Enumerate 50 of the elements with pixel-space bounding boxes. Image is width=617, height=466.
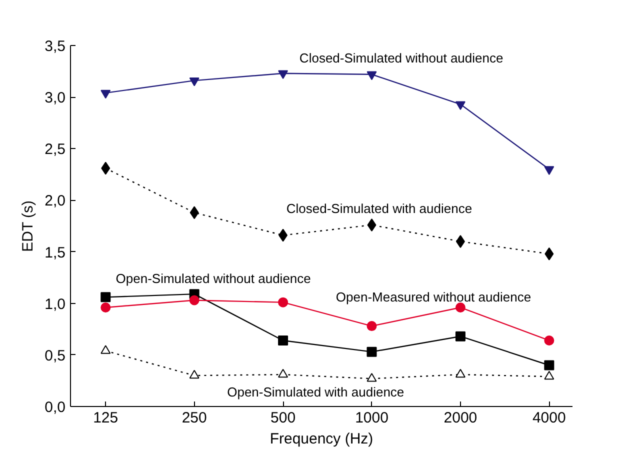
y-axis-title: EDT (s) <box>20 200 37 252</box>
series-label: Closed-Simulated without audience <box>299 50 504 66</box>
point <box>366 71 377 80</box>
x-tick-label: 250 <box>182 410 207 426</box>
point <box>544 370 554 380</box>
point <box>189 295 200 306</box>
series-label: Open-Simulated with audience <box>227 384 404 400</box>
y-tick-label: 1,5 <box>44 244 66 262</box>
y-tick-label: 2,0 <box>44 192 66 210</box>
point <box>100 90 111 99</box>
point <box>100 302 111 312</box>
y-tick-label: 1,0 <box>44 296 66 313</box>
point <box>455 368 466 378</box>
point <box>544 360 554 370</box>
point <box>455 331 466 342</box>
point <box>190 206 199 220</box>
y-tick-label: 2,5 <box>44 141 66 158</box>
point <box>544 335 554 346</box>
point <box>544 247 554 260</box>
point <box>278 368 288 378</box>
x-tick-label: 2000 <box>444 410 478 426</box>
point <box>278 335 288 346</box>
point <box>100 292 111 302</box>
point <box>100 345 111 354</box>
point <box>278 70 288 80</box>
point <box>189 370 200 379</box>
point <box>366 346 377 357</box>
point <box>278 228 288 242</box>
series-label: Closed-Simulated with audience <box>286 200 472 216</box>
series-label: Open-Measured without audience <box>336 290 532 305</box>
point <box>544 166 554 175</box>
point <box>366 321 377 332</box>
y-tick-label: 3,5 <box>44 38 66 55</box>
x-tick-label: 125 <box>93 410 118 426</box>
x-tick-label: 1000 <box>355 410 388 426</box>
point <box>278 297 288 308</box>
point <box>367 218 376 232</box>
point <box>189 77 200 86</box>
y-tick-label: 0,0 <box>44 399 66 416</box>
y-tick-label: 3,0 <box>44 90 66 107</box>
point <box>366 372 377 382</box>
series-label: Open-Simulated without audience <box>116 271 311 286</box>
y-tick-label: 0,5 <box>44 347 66 364</box>
point <box>456 234 465 248</box>
point <box>455 302 466 312</box>
x-tick-label: 500 <box>270 410 296 426</box>
point <box>101 162 110 175</box>
x-axis-title: Frequency (Hz) <box>270 430 374 448</box>
x-tick-label: 4000 <box>532 410 566 426</box>
point <box>455 101 466 110</box>
